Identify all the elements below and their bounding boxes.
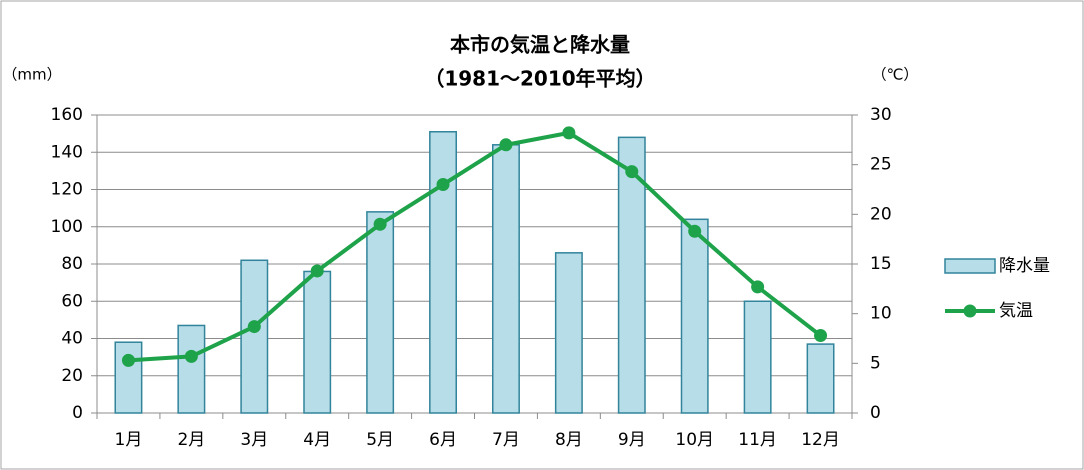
y-tick-label: 100 [51,217,83,237]
x-tick-label: 3月 [240,430,268,450]
x-tick-label: 6月 [429,430,457,450]
legend-swatch [944,258,996,274]
bar [617,136,646,414]
chart-title: 本市の気温と降水量 [450,33,630,57]
x-tick-label: 7月 [492,430,520,450]
line-point [310,264,324,278]
y-tick-label: 0 [72,403,83,423]
bar [806,343,835,414]
x-tick-label: 4月 [303,430,331,450]
line-point [751,280,765,294]
y-tick-label: 40 [61,329,83,349]
y-tick-label: 160 [51,105,83,125]
line-point [184,349,198,363]
x-tick-label: 10月 [675,430,714,450]
line-point [688,224,702,238]
bar [114,341,143,414]
line-point [499,138,513,152]
bar [240,259,269,414]
y-tick-label: 120 [51,180,83,200]
x-tick-label: 1月 [115,430,143,450]
x-tick-label: 8月 [555,430,583,450]
line-point [814,329,828,343]
bar [177,324,206,414]
line-point [247,320,261,334]
y2-tick-label: 20 [870,204,892,224]
x-tick-label: 12月 [801,430,840,450]
y2-tick-label: 15 [870,254,892,274]
bar [491,144,520,414]
x-tick-label: 5月 [366,430,394,450]
y-tick-label: 140 [51,142,83,162]
bar [303,270,332,414]
x-tick-label: 11月 [738,430,777,450]
y-tick-label: 60 [61,291,83,311]
bar [680,218,709,414]
bar [743,300,772,414]
y2-tick-label: 5 [870,353,881,373]
legend-point [963,304,977,318]
bar [554,252,583,414]
y-axis-label: （mm） [2,66,61,84]
y2-tick-label: 30 [870,105,892,125]
legend-label: 降水量 [999,256,1050,276]
y2-axis-label: （℃） [872,66,919,84]
x-tick-label: 2月 [177,430,205,450]
y-tick-label: 20 [61,366,83,386]
legend-label: 気温 [999,301,1033,321]
line [128,130,822,363]
line-point [562,126,576,140]
line-point [121,353,135,367]
y-tick-label: 80 [61,254,83,274]
y2-tick-label: 0 [870,403,881,423]
line-point [436,178,450,192]
line-point [625,165,639,179]
y2-tick-label: 10 [870,304,892,324]
x-tick-label: 9月 [618,430,646,450]
line-point [373,217,387,231]
chart-subtitle: （1981～2010年平均） [424,67,655,91]
bar [429,131,458,414]
bar [366,211,395,414]
y2-tick-label: 25 [870,155,892,175]
